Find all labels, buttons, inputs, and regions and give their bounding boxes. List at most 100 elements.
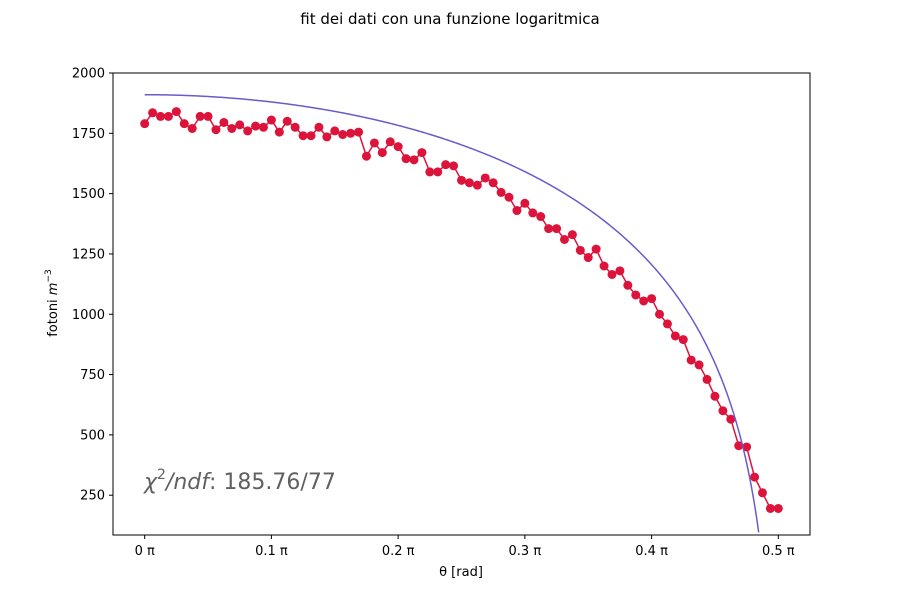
- x-axis: 0 π 0.1 π 0.2 π 0.3 π 0.4 π 0.5 π: [135, 535, 795, 559]
- data-point: [757, 488, 767, 498]
- data-point: [686, 355, 696, 365]
- data-point: [726, 414, 736, 424]
- data-point: [742, 442, 752, 452]
- data-point: [338, 130, 348, 140]
- data-point: [266, 115, 276, 125]
- x-tick-label: 0 π: [135, 544, 155, 559]
- data-point: [480, 173, 490, 183]
- data-point: [179, 119, 189, 129]
- data-point: [765, 503, 775, 513]
- y-tick-label: 1500: [72, 187, 105, 202]
- data-point: [377, 148, 387, 158]
- data-point: [425, 167, 435, 177]
- data-point: [750, 472, 760, 482]
- data-point: [655, 309, 665, 319]
- data-point: [496, 187, 506, 197]
- data-point: [361, 151, 371, 161]
- data-point: [528, 208, 538, 218]
- chi-square-annotation: χ2/ndf: 185.76/77: [143, 467, 336, 495]
- data-point: [417, 148, 427, 158]
- y-tick-label: 250: [80, 489, 105, 504]
- data-point: [504, 192, 514, 202]
- y-axis-label-base: fotoni: [46, 295, 61, 337]
- data-point: [520, 198, 530, 208]
- chi-value: : 185.76/77: [209, 470, 336, 495]
- y-tick-label: 1250: [72, 247, 105, 262]
- data-point: [647, 294, 657, 304]
- data-point: [393, 142, 403, 152]
- y-tick-label: 2000: [72, 67, 105, 82]
- data-point: [274, 127, 284, 137]
- data-point: [670, 331, 680, 341]
- y-tick-label: 750: [80, 368, 105, 383]
- chart-title: fit dei dati con una funzione logaritmic…: [300, 10, 600, 28]
- y-axis-label: fotoni m−3: [44, 269, 61, 337]
- data-point: [710, 391, 720, 401]
- axes-frame: [112, 72, 811, 536]
- ndf-text: /ndf: [164, 470, 212, 495]
- chi-symbol: χ: [143, 470, 158, 495]
- data-point: [544, 224, 554, 234]
- data-point: [322, 132, 332, 142]
- data-point: [536, 212, 546, 222]
- data-point: [702, 374, 712, 384]
- data-point: [607, 269, 617, 279]
- data-point: [282, 116, 292, 126]
- data-point: [354, 127, 364, 137]
- data-point: [409, 155, 419, 165]
- data-point: [156, 111, 166, 121]
- data-point: [235, 120, 245, 130]
- data-point: [599, 261, 609, 271]
- data-point: [575, 245, 585, 255]
- data-point: [678, 335, 688, 345]
- data-point: [623, 280, 633, 290]
- data-point: [591, 244, 601, 254]
- data-point: [258, 122, 268, 132]
- data-point: [290, 122, 300, 132]
- data-point: [195, 111, 205, 121]
- x-tick-label: 0.5 π: [762, 544, 795, 559]
- data-point: [567, 230, 577, 240]
- data-point: [211, 125, 221, 135]
- y-axis-label-exp: −3: [44, 269, 54, 282]
- data-point: [251, 121, 261, 131]
- data-point: [219, 117, 229, 127]
- data-point: [734, 441, 744, 451]
- data-point: [171, 107, 181, 117]
- y-axis: 250 500 750 1000 1250 1500 1750 2000: [72, 67, 113, 504]
- plot-area: [112, 72, 811, 536]
- data-point: [773, 503, 783, 513]
- data-point: [187, 123, 197, 133]
- chi-exponent: 2: [157, 467, 166, 483]
- data-point: [298, 131, 308, 141]
- data-point: [203, 111, 213, 121]
- data-point: [433, 167, 443, 177]
- data-series-line: [144, 110, 779, 510]
- y-axis-label-unit: m: [46, 283, 61, 296]
- data-point: [472, 180, 482, 190]
- data-point: [330, 126, 340, 136]
- data-point: [385, 137, 395, 147]
- data-point: [449, 161, 459, 171]
- data-point: [306, 131, 316, 141]
- x-tick-label: 0.3 π: [509, 544, 542, 559]
- data-point: [662, 319, 672, 329]
- x-tick-label: 0.1 π: [255, 544, 288, 559]
- data-point: [369, 138, 379, 148]
- data-point: [694, 360, 704, 370]
- data-point: [243, 126, 253, 136]
- y-tick-label: 1000: [72, 308, 105, 323]
- x-tick-label: 0.4 π: [635, 544, 668, 559]
- data-point: [148, 108, 158, 118]
- data-point: [346, 128, 356, 138]
- data-point: [559, 234, 569, 244]
- data-point: [314, 122, 324, 132]
- data-point: [163, 111, 173, 121]
- data-point: [639, 296, 649, 306]
- data-point: [441, 160, 451, 170]
- data-point: [401, 154, 411, 164]
- y-tick-label: 1750: [72, 127, 105, 142]
- data-point: [488, 178, 498, 188]
- data-point: [615, 266, 625, 276]
